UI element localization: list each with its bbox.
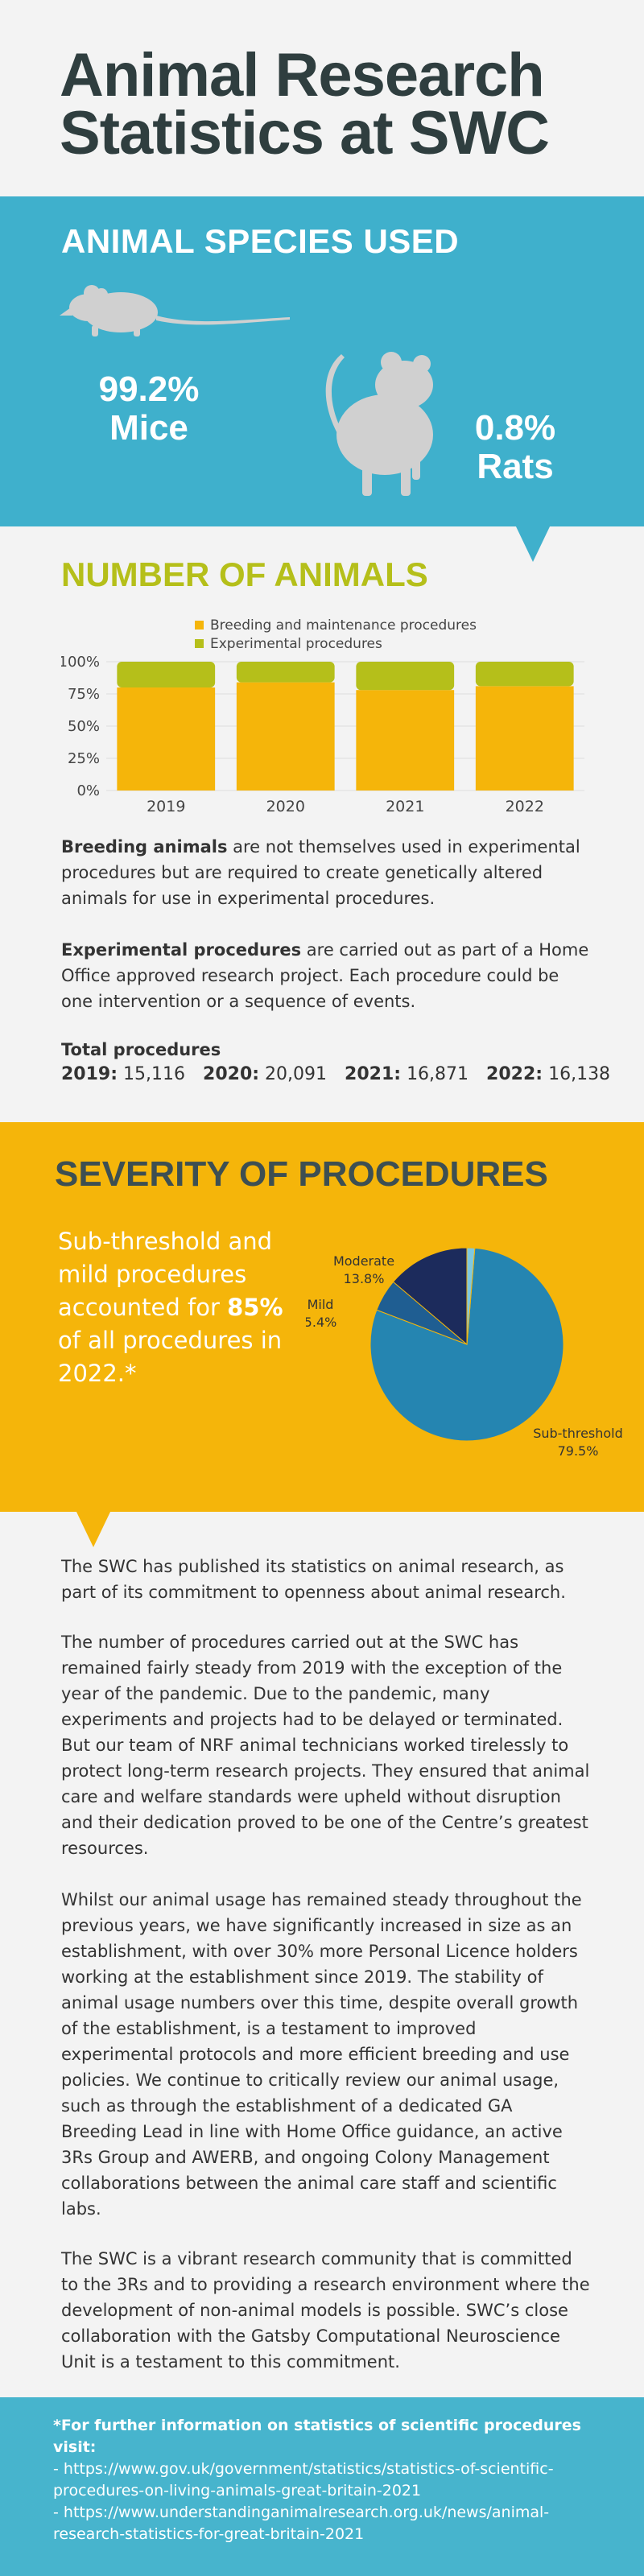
total-value: 15,116 xyxy=(123,1064,186,1084)
experimental-rest: are carried out as part of a Home Office… xyxy=(61,940,589,1011)
legend-swatch-experimental xyxy=(195,639,204,648)
total-year: 2021: xyxy=(345,1064,402,1084)
pie-chart-svg: Sub-threshold 79.5% Mild 5.4% Moderate 13.8% xyxy=(304,1247,623,1459)
rat-icon xyxy=(325,352,433,496)
severity-heading: SEVERITY OF PROCEDURES xyxy=(55,1154,548,1194)
body-paragraph-2: The number of procedures carried out at … xyxy=(61,1633,590,1858)
bar-breeding xyxy=(356,690,455,791)
body-paragraph-1: The SWC has published its statistics on … xyxy=(61,1557,566,1602)
page-title: Animal Research Statistics at SWC xyxy=(60,41,607,167)
rats-pct: 0.8% xyxy=(474,408,556,448)
footer-link-1[interactable]: - https://www.gov.uk/government/statisti… xyxy=(53,2460,554,2500)
bar-experimental xyxy=(117,662,216,687)
animals-heading: NUMBER OF ANIMALS xyxy=(61,555,428,593)
x-tick-label: 2019 xyxy=(147,798,185,815)
total-year: 2019: xyxy=(61,1064,118,1084)
bar-experimental xyxy=(236,662,335,683)
species-notch xyxy=(515,525,551,562)
pie-label: Sub-threshold xyxy=(533,1426,623,1441)
pie-slice xyxy=(466,1247,476,1345)
pie-value: 13.8% xyxy=(344,1271,385,1286)
total-value: 16,138 xyxy=(548,1064,611,1084)
severity-lead: Sub-threshold and mild procedures accoun… xyxy=(58,1225,291,1390)
chart-legend: Breeding and maintenance procedures Expe… xyxy=(195,617,477,654)
lead-percent: 85% xyxy=(227,1294,283,1321)
bar-breeding xyxy=(475,686,574,791)
page-title-line1: Animal Research xyxy=(60,41,545,109)
page-title-line2: Statistics at SWC xyxy=(60,99,550,167)
footer-heading: *For further information on statistics o… xyxy=(53,2415,601,2458)
lead-text-before: Sub-threshold and mild procedures accoun… xyxy=(58,1228,273,1321)
legend-item-breeding: Breeding and maintenance procedures xyxy=(195,617,477,635)
totals-row: 2019: 15,116 2020: 20,091 2021: 16,871 2… xyxy=(61,1064,625,1084)
y-tick-label: 25% xyxy=(68,750,100,767)
footer-link-2[interactable]: - https://www.understandinganimalresearc… xyxy=(53,2504,550,2543)
rats-label: Rats xyxy=(477,447,554,486)
mice-pct: 99.2% xyxy=(98,369,200,409)
total-2021: 2021: 16,871 xyxy=(345,1064,469,1084)
total-year: 2022: xyxy=(486,1064,543,1084)
y-tick-label: 0% xyxy=(76,782,100,799)
pie-slice xyxy=(392,1247,468,1346)
species-section: ANIMAL SPECIES USED 99.2% Mice 0. xyxy=(0,196,644,526)
rats-stat: 0.8% Rats xyxy=(451,409,580,486)
pie-value: 79.5% xyxy=(558,1443,599,1459)
pie-label: Moderate xyxy=(333,1253,394,1269)
stacked-bar-chart: 0% 25% 50% 75% 100% 2019 2020 2021 2022 xyxy=(59,654,592,815)
breeding-bold: Breeding animals xyxy=(61,837,228,857)
bar-experimental xyxy=(356,662,455,691)
x-tick-label: 2022 xyxy=(506,798,544,815)
x-tick-label: 2020 xyxy=(266,798,305,815)
y-tick-label: 100% xyxy=(61,654,100,671)
x-tick-label: 2021 xyxy=(386,798,424,815)
mice-stat: 99.2% Mice xyxy=(72,370,225,448)
bar-breeding xyxy=(117,687,216,791)
mouse-icon xyxy=(60,285,290,336)
footer-content: *For further information on statistics o… xyxy=(53,2415,601,2545)
legend-item-experimental: Experimental procedures xyxy=(195,635,477,654)
pie-label: Mild xyxy=(308,1297,334,1312)
severity-notch xyxy=(76,1510,111,1547)
total-2022: 2022: 16,138 xyxy=(486,1064,610,1084)
footer: *For further information on statistics o… xyxy=(0,2397,644,2576)
total-2020: 2020: 20,091 xyxy=(203,1064,327,1084)
lead-text-after: of all procedures in 2022.* xyxy=(58,1327,283,1387)
total-2019: 2019: 15,116 xyxy=(61,1064,185,1084)
mice-label: Mice xyxy=(109,408,188,448)
breeding-rest: are not themselves used in experimental … xyxy=(61,837,580,908)
total-year: 2020: xyxy=(203,1064,260,1084)
y-tick-label: 50% xyxy=(68,718,100,735)
experimental-bold: Experimental procedures xyxy=(61,940,302,960)
legend-swatch-breeding xyxy=(195,621,204,630)
legend-label-breeding: Breeding and maintenance procedures xyxy=(210,617,477,634)
severity-pie-chart: Sub-threshold 79.5% Mild 5.4% Moderate 13.8% xyxy=(304,1208,628,1481)
bar-experimental xyxy=(475,662,574,687)
y-tick-label: 75% xyxy=(68,686,100,703)
bar-chart-svg: 0% 25% 50% 75% 100% 2019 2020 2021 2022 xyxy=(59,654,584,815)
total-value: 16,871 xyxy=(407,1064,469,1084)
legend-label-experimental: Experimental procedures xyxy=(210,636,382,652)
pie-value: 5.4% xyxy=(306,1315,336,1330)
species-heading: ANIMAL SPECIES USED xyxy=(61,222,460,260)
body-paragraph-3: Whilst our animal usage has remained ste… xyxy=(61,1890,582,2219)
footer-heading-text: *For further information on statistics o… xyxy=(53,2417,581,2456)
body-paragraph-4: The SWC is a vibrant research community … xyxy=(61,2249,590,2372)
experimental-paragraph: Experimental procedures are carried out … xyxy=(61,937,592,1014)
bar-breeding xyxy=(236,682,335,791)
total-value: 20,091 xyxy=(265,1064,328,1084)
totals-heading: Total procedures xyxy=(61,1040,221,1059)
breeding-paragraph: Breeding animals are not themselves used… xyxy=(61,834,592,911)
